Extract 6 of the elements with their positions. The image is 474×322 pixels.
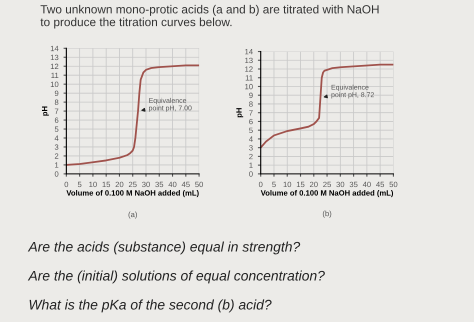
- text: Are the acids (substance) equal in strength?: [28, 241, 300, 254]
- text: Are the (initial) solutions of equal concentration?: [28, 270, 325, 284]
- text: What is the pKa of the second (b) acid?: [30, 299, 272, 312]
- line-series: [260, 64, 394, 149]
- line-series: [66, 64, 200, 166]
- text: Two unknown mono-protic acids (a and b) are titrated with NaOH to produce the titration curves below.: [40, 4, 379, 29]
